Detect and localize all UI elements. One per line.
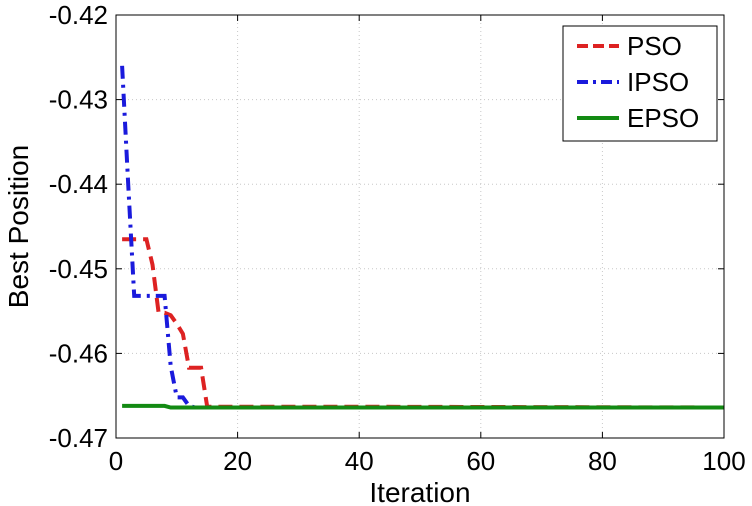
x-tick-label: 20 [223, 446, 252, 476]
grid [116, 15, 724, 438]
legend-label-pso: PSO [627, 31, 682, 61]
axis-ticks: 0 20 40 60 80 100 -0.47 -0.46 -0.45 -0.44 -0.43 -0.… [49, 0, 746, 476]
x-tick-label: 80 [588, 446, 617, 476]
y-tick-label: -0.42 [49, 0, 108, 30]
legend-label-ipso: IPSO [627, 67, 689, 97]
series-line-epso [122, 403, 724, 410]
x-tick-label: 0 [109, 446, 123, 476]
y-tick-label: -0.44 [49, 169, 108, 199]
x-tick-label: 100 [702, 446, 745, 476]
legend-label-epso: EPSO [627, 103, 699, 133]
series-lines [120, 65, 725, 410]
y-tick-label: -0.43 [49, 85, 108, 115]
x-tick-label: 60 [466, 446, 495, 476]
x-axis-title: Iteration [369, 477, 470, 506]
series-line-pso [122, 237, 725, 410]
y-axis-title: Best Position [3, 145, 34, 308]
y-tick-label: -0.45 [49, 254, 108, 284]
legend: PSO IPSO EPSO [562, 25, 718, 142]
legend-box [562, 25, 718, 142]
y-tick-label: -0.46 [49, 338, 108, 368]
x-tick-label: 40 [345, 446, 374, 476]
plot-frame [115, 14, 725, 439]
y-tick-label: -0.47 [49, 423, 108, 453]
